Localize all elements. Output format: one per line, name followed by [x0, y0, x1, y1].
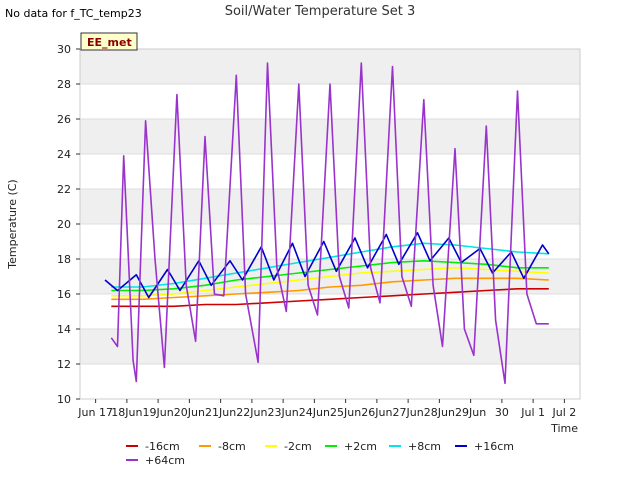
series-line-64cm [110, 62, 549, 385]
series-line-16cm [111, 287, 549, 308]
x-axis-label: Time [550, 422, 578, 435]
grid-band [80, 49, 580, 84]
y-tick-label: 16 [57, 288, 71, 301]
x-tick-label: Jul 1 [520, 406, 545, 419]
legend-entry: +8cm [408, 440, 441, 453]
legend: -16cm -8cm -2cm +2cm +8cm +16cm +64cm [126, 440, 514, 467]
ee-met-badge: EE_met [80, 32, 138, 51]
legend-entry: +64cm [145, 454, 185, 467]
legend-entry: +2cm [344, 440, 377, 453]
series-line-2cm [111, 259, 549, 292]
y-tick-label: 14 [57, 323, 71, 336]
y-tick-label: 12 [57, 358, 71, 371]
badge-label: EE_met [87, 36, 132, 49]
grid-band [80, 329, 580, 364]
legend-entry: +16cm [474, 440, 514, 453]
y-tick-labels: 10 12 14 16 18 20 22 24 26 28 30 [57, 43, 80, 406]
x-tick-label: 25Jun [330, 406, 361, 419]
y-tick-label: 30 [57, 43, 71, 56]
x-tick-label: 23Jun [268, 406, 299, 419]
x-tick-label: 22Jun [236, 406, 267, 419]
x-tick-label: 19Jun [143, 406, 174, 419]
x-tick-label: 18Jun [111, 406, 142, 419]
x-tick-label: 26Jun [361, 406, 392, 419]
y-tick-label: 22 [57, 183, 71, 196]
legend-entry: -8cm [218, 440, 246, 453]
x-tick-label: 20Jun [174, 406, 205, 419]
x-tick-label: 29Jun [455, 406, 486, 419]
x-tick-label: 27Jun [393, 406, 424, 419]
series-line-2cm [111, 266, 549, 297]
y-tick-label: 20 [57, 218, 71, 231]
legend-entry: -16cm [145, 440, 180, 453]
legend-entry: -2cm [284, 440, 312, 453]
y-tick-label: 18 [57, 253, 71, 266]
x-tick-label: Jun 17 [77, 406, 113, 419]
grid-band [80, 189, 580, 224]
chart-title: Soil/Water Temperature Set 3 [225, 4, 416, 19]
no-data-message: No data for f_TC_temp23 [5, 7, 142, 20]
y-tick-label: 10 [57, 393, 71, 406]
series-line-8cm [111, 277, 549, 301]
x-tick-label: 24Jun [299, 406, 330, 419]
x-tick-label: 28Jun [424, 406, 455, 419]
x-tick-label: Jul 2 [551, 406, 576, 419]
y-tick-label: 26 [57, 113, 71, 126]
y-axis-label: Temperature (C) [6, 179, 19, 269]
x-tick-label: 21Jun [205, 406, 236, 419]
grid-band [80, 119, 580, 154]
y-tick-label: 28 [57, 78, 71, 91]
x-tick-label: 30 [495, 406, 509, 419]
series-line-16cm [104, 232, 550, 299]
series-lines [104, 62, 550, 385]
y-tick-label: 24 [57, 148, 71, 161]
